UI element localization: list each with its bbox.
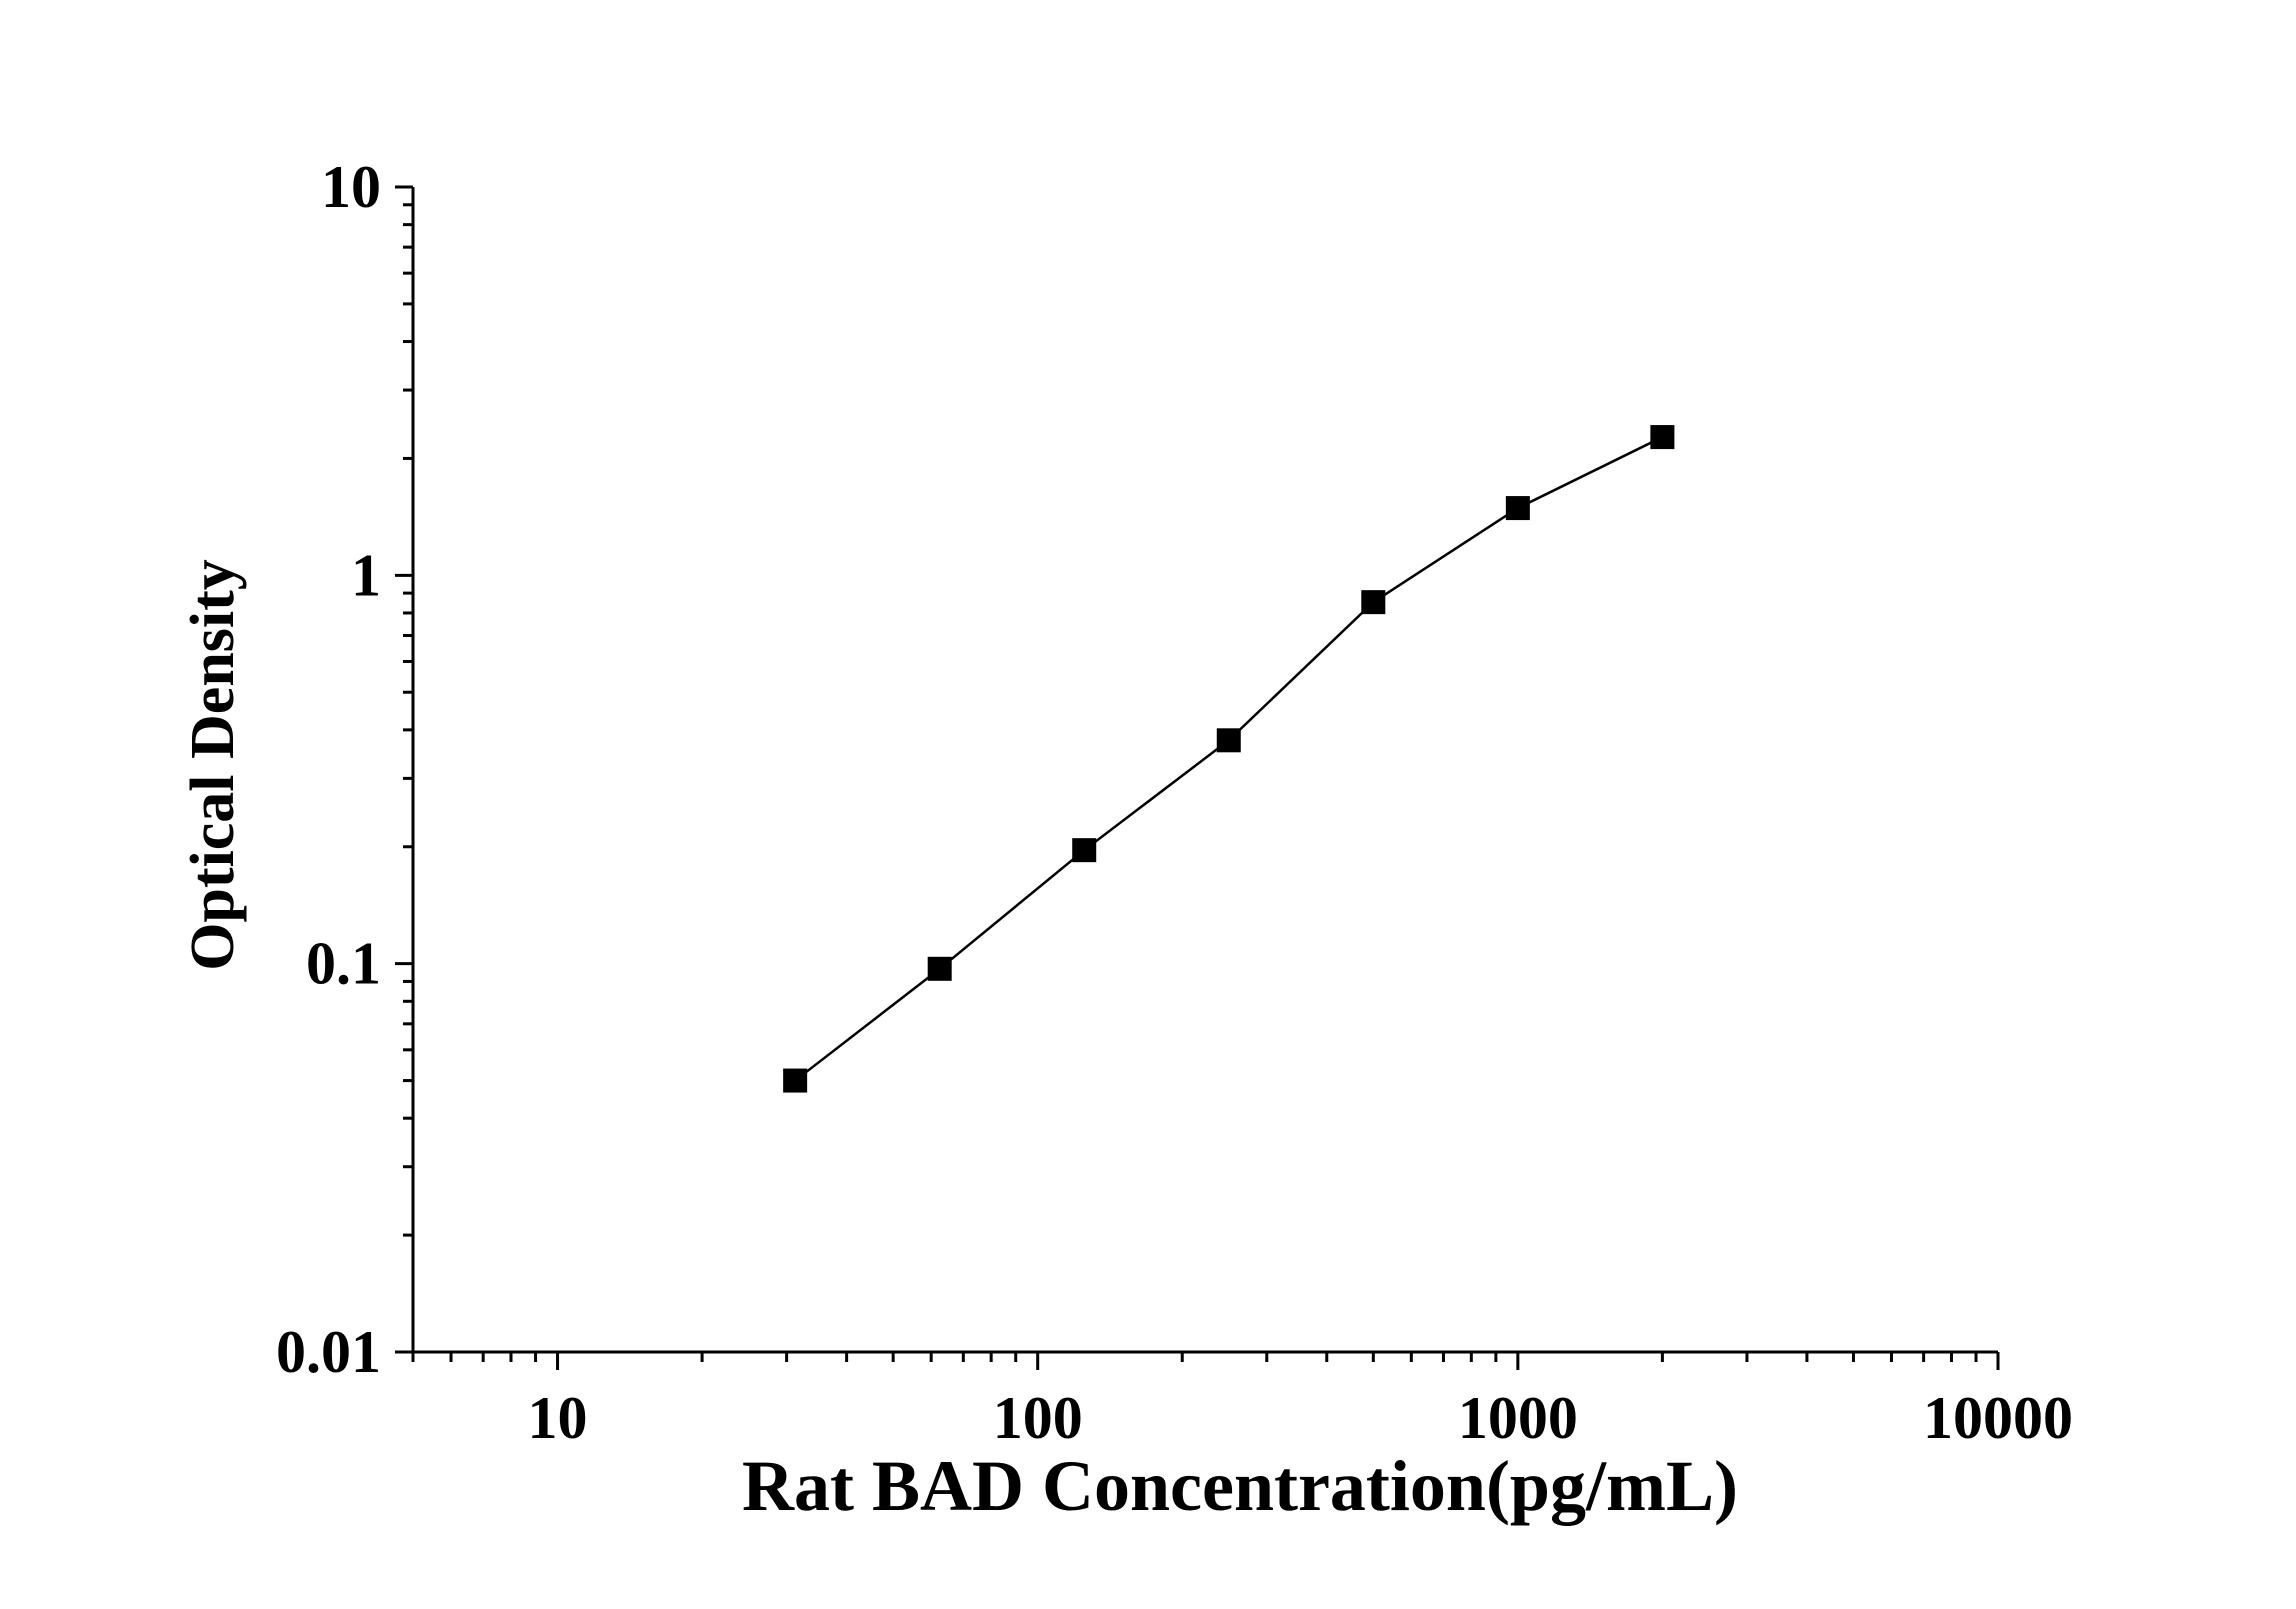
x-tick-label: 1000	[1458, 1385, 1578, 1451]
y-tick-label: 10	[321, 154, 381, 220]
x-tick-label: 10	[528, 1385, 588, 1451]
data-point-marker	[927, 956, 952, 981]
y-tick-label: 1	[351, 542, 381, 608]
tick-labels: 10 100 1000 10000 0.01 0.1 1 10	[276, 154, 2073, 1451]
x-tick-label: 10000	[1923, 1385, 2073, 1451]
ticks	[395, 185, 2000, 1370]
data-point-marker	[1361, 590, 1386, 615]
series-group	[783, 425, 1675, 1093]
data-point-marker	[1650, 425, 1675, 450]
axes	[411, 187, 1998, 1354]
x-axis-title: Rat BAD Concentration(pg/mL)	[742, 1446, 1738, 1526]
data-point-marker	[1072, 838, 1097, 863]
y-tick-label: 0.1	[306, 931, 381, 997]
x-tick-label: 100	[993, 1385, 1083, 1451]
data-point-marker	[1216, 728, 1241, 753]
series-line	[794, 435, 1663, 1082]
y-axis-title: Optical Density	[179, 559, 247, 971]
y-tick-label: 0.01	[276, 1319, 381, 1385]
data-point-marker	[783, 1068, 808, 1093]
data-point-marker	[1505, 496, 1530, 521]
